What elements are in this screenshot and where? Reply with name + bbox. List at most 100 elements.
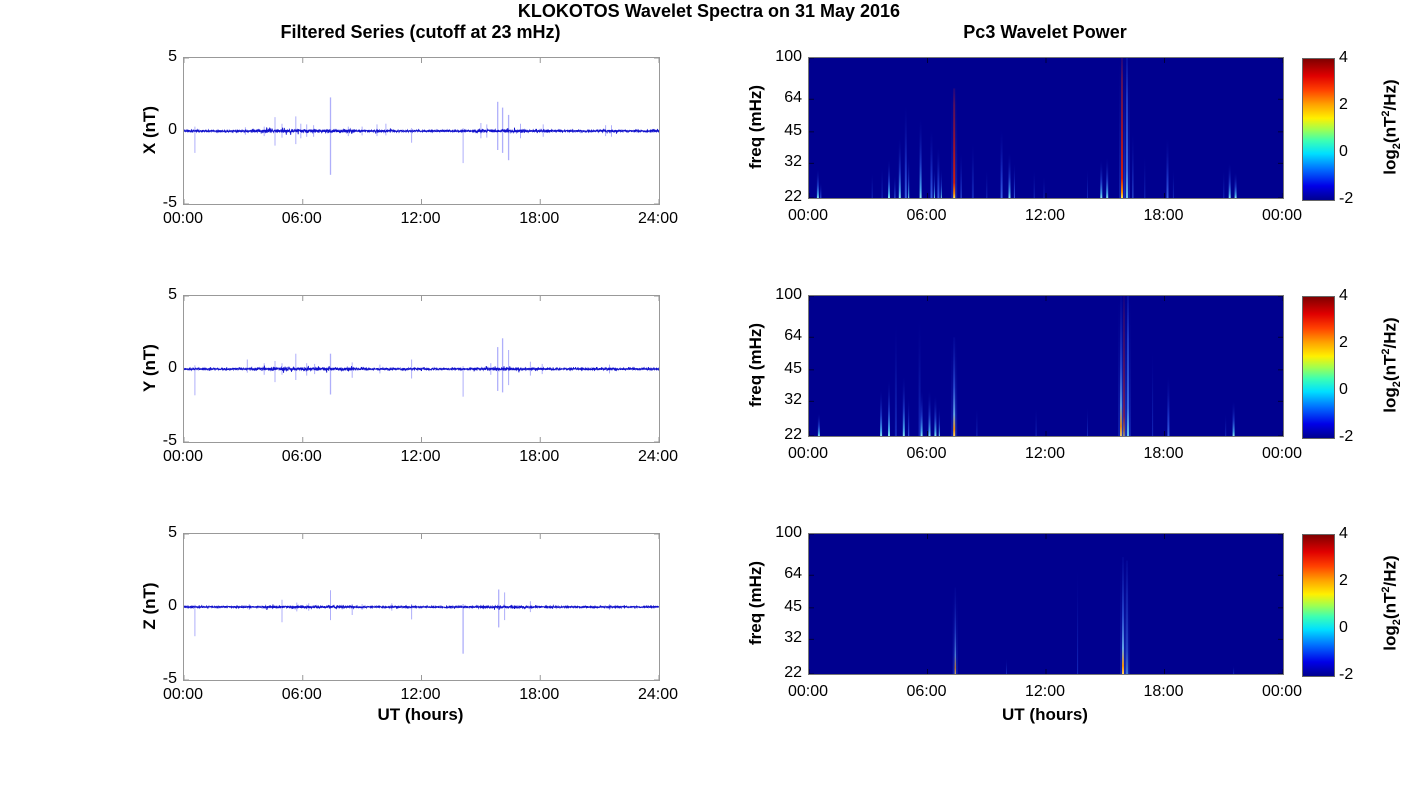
freq-tick-label: 100 [775, 524, 802, 541]
colorbar [1302, 296, 1335, 439]
x-tick-label: 00:00 [1261, 683, 1303, 700]
colorbar-label-part: (nT [1380, 354, 1400, 382]
right-column-title: Pc3 Wavelet Power [963, 22, 1127, 42]
ylabel-freq: freq (mHz) [746, 560, 765, 646]
colorbar [1302, 534, 1335, 677]
freq-tick-label: 100 [775, 48, 802, 65]
y-tick-label: 0 [168, 597, 177, 614]
colorbar-label-part: 2 [1380, 348, 1392, 355]
colorbar-tick-label: 2 [1339, 334, 1348, 351]
freq-tick-label: 45 [784, 359, 802, 377]
x-tick-label: 00:00 [1261, 445, 1303, 462]
colorbar-label: log2(nT2/Hz) [1375, 285, 1403, 445]
wavelet-spectrogram-x [808, 57, 1284, 199]
timeseries-plot-y [184, 296, 659, 442]
freq-tick-label: 45 [784, 597, 802, 615]
freq-tick-label: 32 [784, 391, 802, 409]
timeseries-panel-z [183, 533, 660, 681]
colorbar-label: log2(nT2/Hz) [1375, 47, 1403, 207]
y-tick-label: -5 [162, 432, 177, 449]
colorbar-tick-label: 0 [1339, 143, 1348, 160]
colorbar-label-part: log [1380, 625, 1400, 651]
x-tick-label: 06:00 [906, 207, 947, 224]
x-tick-label: 06:00 [906, 683, 947, 700]
colorbar-label-part: (nT [1380, 116, 1400, 144]
freq-tick-label: 22 [784, 426, 802, 443]
timeseries-panel-x [183, 57, 660, 205]
x-tick-label: 00:00 [162, 686, 204, 703]
colorbar-label-part: 2 [1391, 619, 1404, 626]
freq-tick-label: 32 [784, 153, 802, 171]
freq-tick-label: 64 [784, 565, 802, 583]
colorbar-label: log2(nT2/Hz) [1375, 523, 1403, 683]
x-tick-label: 18:00 [1143, 445, 1184, 462]
xlabel-right: UT (hours) [1002, 705, 1088, 724]
ylabel-freq: freq (mHz) [746, 322, 765, 408]
x-tick-label: 12:00 [400, 448, 441, 465]
x-tick-label: 00:00 [787, 683, 829, 700]
y-tick-label: 0 [168, 359, 177, 376]
colorbar-label-part: 2 [1391, 143, 1404, 150]
x-tick-label: 18:00 [1143, 683, 1184, 700]
colorbar-label-part: (nT [1380, 592, 1400, 620]
colorbar-tick-label: -2 [1339, 428, 1354, 445]
y-tick-label: 5 [168, 286, 177, 303]
freq-tick-label: 22 [784, 664, 802, 681]
x-tick-label: 24:00 [637, 686, 679, 703]
x-tick-label: 18:00 [519, 210, 560, 227]
colorbar-tick-label: 0 [1339, 619, 1348, 636]
freq-tick-label: 64 [784, 89, 802, 107]
colorbar-label-part: log [1380, 149, 1400, 175]
colorbar-label-part: /Hz) [1380, 555, 1400, 587]
timeseries-plot-x [184, 58, 659, 204]
colorbar-tick-label: 4 [1339, 525, 1348, 542]
freq-tick-label: 22 [784, 188, 802, 205]
x-tick-label: 00:00 [162, 210, 204, 227]
colorbar-tick-label: -2 [1339, 190, 1354, 207]
xlabel-left: UT (hours) [377, 705, 464, 724]
colorbar [1302, 58, 1335, 201]
colorbar-label-part: log [1380, 387, 1400, 413]
left-column-title: Filtered Series (cutoff at 23 mHz) [280, 22, 561, 42]
x-tick-label: 18:00 [519, 686, 560, 703]
freq-tick-label: 32 [784, 629, 802, 647]
y-tick-label: -5 [162, 194, 177, 211]
timeseries-panel-y [183, 295, 660, 443]
x-tick-label: 00:00 [1261, 207, 1303, 224]
y-tick-label: 5 [168, 524, 177, 541]
ylabel-y-component: Y (nT) [140, 344, 159, 392]
colorbar-tick-label: 4 [1339, 49, 1348, 66]
colorbar-tick-label: 4 [1339, 287, 1348, 304]
x-tick-label: 18:00 [519, 448, 560, 465]
x-tick-label: 12:00 [400, 210, 441, 227]
figure-title: KLOKOTOS Wavelet Spectra on 31 May 2016 [517, 1, 901, 21]
colorbar-tick-label: 2 [1339, 572, 1348, 589]
spectrogram-image-z [809, 534, 1283, 674]
colorbar-tick-label: 0 [1339, 381, 1348, 398]
spectrogram-image-y [809, 296, 1283, 436]
freq-tick-label: 100 [775, 286, 802, 303]
ylabel-z-component: Z (nT) [140, 582, 159, 630]
colorbar-label-part: 2 [1380, 586, 1392, 593]
x-tick-label: 18:00 [1143, 207, 1184, 224]
wavelet-spectrogram-y [808, 295, 1284, 437]
x-tick-label: 12:00 [400, 686, 441, 703]
colorbar-label-part: 2 [1391, 381, 1404, 388]
x-tick-label: 06:00 [906, 445, 947, 462]
x-tick-label: 24:00 [637, 210, 679, 227]
ylabel-x-component: X (nT) [140, 105, 159, 155]
x-tick-label: 12:00 [1024, 683, 1066, 700]
x-tick-label: 00:00 [787, 445, 829, 462]
wavelet-spectrogram-z [808, 533, 1284, 675]
x-tick-label: 24:00 [637, 448, 679, 465]
x-tick-label: 06:00 [281, 448, 322, 465]
x-tick-label: 00:00 [162, 448, 204, 465]
ylabel-freq: freq (mHz) [746, 84, 765, 170]
x-tick-label: 12:00 [1024, 207, 1066, 224]
colorbar-label-part: /Hz) [1380, 79, 1400, 111]
x-tick-label: 06:00 [281, 686, 322, 703]
x-tick-label: 00:00 [787, 207, 829, 224]
colorbar-label-part: /Hz) [1380, 317, 1400, 349]
